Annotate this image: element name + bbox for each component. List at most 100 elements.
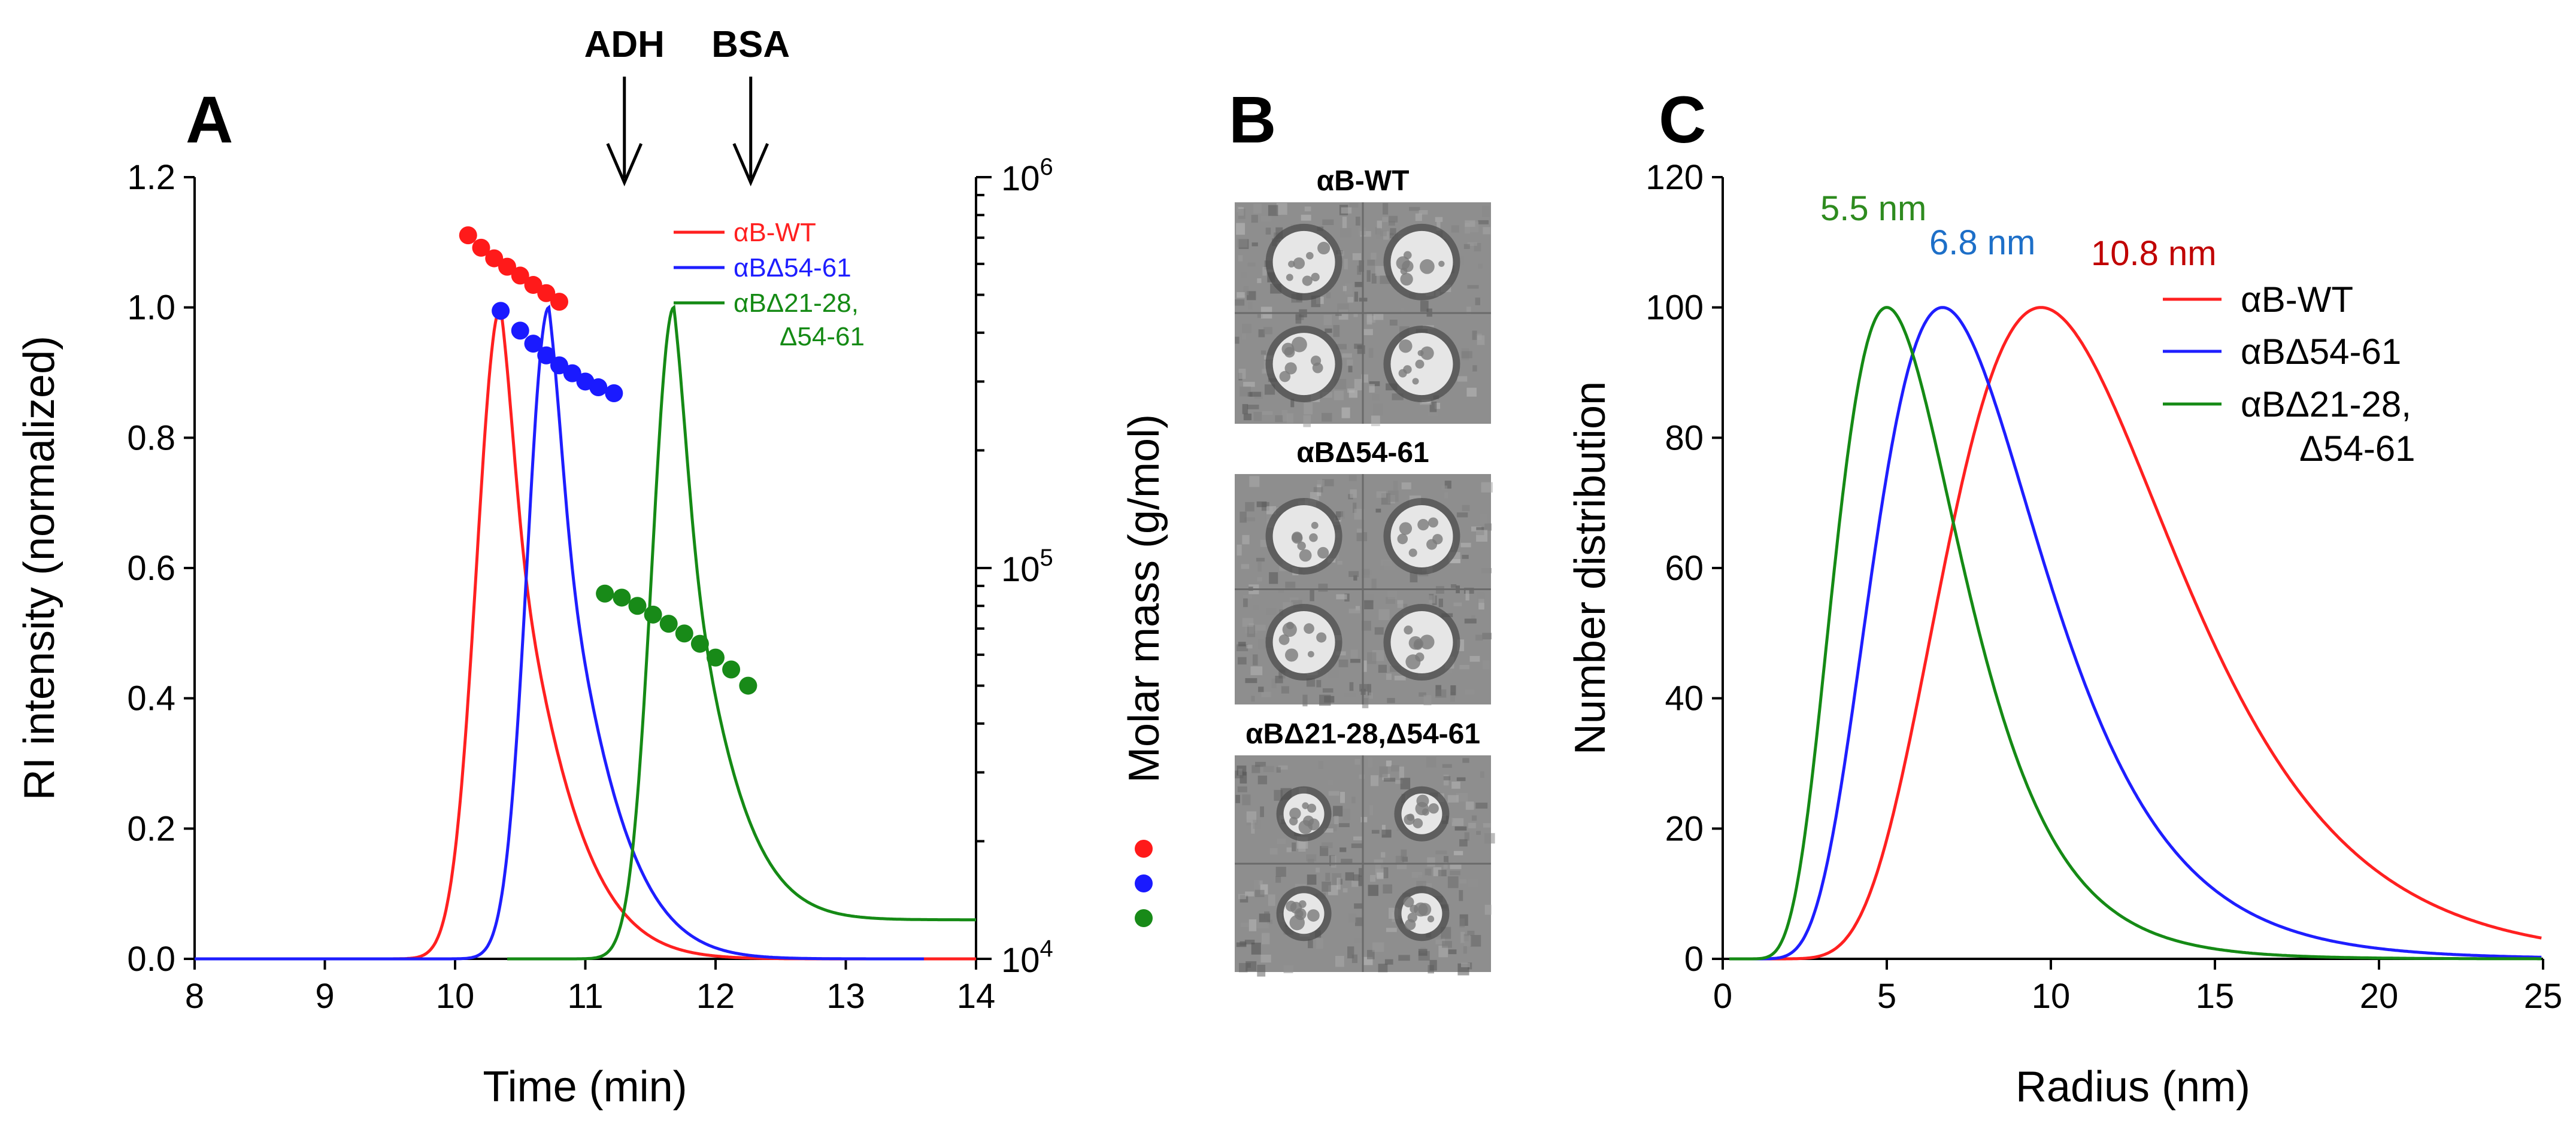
c-peak-label-d2128: 5.5 nm bbox=[1820, 189, 1926, 228]
a-molar-mass-point bbox=[739, 676, 757, 695]
c-y-axis-title: Number distribution bbox=[1566, 381, 1614, 755]
marker-arrow-head bbox=[606, 143, 643, 187]
panel-b-label: B bbox=[1229, 83, 1276, 157]
marker-label-bsa: BSA bbox=[711, 24, 790, 65]
marker-arrow-head bbox=[732, 143, 769, 187]
em-image-title-2: αBΔ21-28,Δ54-61 bbox=[1245, 718, 1480, 750]
em-image-1 bbox=[1235, 474, 1493, 709]
a-molar-mass-point bbox=[459, 226, 477, 245]
a-molar-mass-dot-key bbox=[1135, 840, 1153, 927]
a-y-axis-title: RI intensity (normalized) bbox=[16, 336, 63, 800]
a-y2-tick-label: 104 bbox=[1001, 936, 1053, 980]
c-legend-label-d2128-line1: αBΔ21-28, bbox=[2241, 384, 2411, 424]
a-legend-label-wt: αB-WT bbox=[734, 218, 816, 247]
c-x-tick-label: 20 bbox=[2360, 977, 2399, 1016]
a-x-tick-label: 8 bbox=[185, 977, 204, 1016]
panel-b-em-images: B αB-WT αBΔ54-61 αBΔ21-28,Δ54-61 bbox=[1229, 83, 1495, 977]
a-molar-mass-point bbox=[644, 605, 662, 624]
a-molar-mass-point bbox=[605, 384, 623, 403]
a-x-tick-label: 14 bbox=[957, 977, 996, 1016]
c-legend-label-d5461: αBΔ54-61 bbox=[2241, 332, 2401, 372]
a-molar-mass-point bbox=[596, 584, 614, 603]
a-x-tick-label: 13 bbox=[826, 977, 865, 1016]
a-molar-mass-point bbox=[675, 624, 693, 643]
a-y-tick-label: 1.2 bbox=[127, 158, 175, 197]
a-molar-mass-points bbox=[459, 226, 757, 695]
a-legend-label-d5461: αBΔ54-61 bbox=[734, 253, 851, 283]
a-legend-label-d2128-line1: αBΔ21-28, bbox=[734, 288, 859, 318]
a-molar-mass-point bbox=[485, 249, 504, 268]
a-molar-mass-point bbox=[537, 346, 556, 365]
a-molar-mass-point bbox=[472, 238, 490, 257]
a-dot-key-0 bbox=[1135, 840, 1153, 858]
c-ticks: 0 5 10 15 20 25 0 20 40 60 80 100 120 bbox=[1645, 158, 2562, 1016]
c-legend-label-d2128-line2: Δ54-61 bbox=[2299, 429, 2416, 469]
a-molar-mass-point bbox=[537, 284, 556, 302]
c-x-tick-label: 25 bbox=[2524, 977, 2563, 1016]
c-y-tick-label: 80 bbox=[1665, 418, 1704, 457]
c-y-tick-label: 120 bbox=[1645, 158, 1704, 197]
a-y-tick-label: 1.0 bbox=[127, 288, 175, 327]
a-x-tick-label: 12 bbox=[696, 977, 735, 1016]
c-x-tick-label: 10 bbox=[2032, 977, 2071, 1016]
em-image-title-0: αB-WT bbox=[1317, 165, 1410, 197]
a-x-axis-title: Time (min) bbox=[483, 1063, 687, 1111]
c-y-tick-label: 60 bbox=[1665, 549, 1704, 588]
em-image-2 bbox=[1235, 755, 1495, 977]
marker-label-adh: ADH bbox=[584, 24, 665, 65]
c-x-tick-label: 5 bbox=[1877, 977, 1896, 1016]
c-y-tick-label: 0 bbox=[1684, 940, 1704, 979]
a-ri-series-1 bbox=[195, 304, 924, 961]
c-distribution-series-1 bbox=[1729, 306, 2542, 961]
panel-c-chart: C 0 5 10 15 20 25 0 20 40 60 80 100 120 5.5 nm 6.8 n… bbox=[1566, 83, 2562, 1111]
a-molar-mass-point bbox=[628, 597, 647, 615]
c-legend-label-wt: αB-WT bbox=[2241, 280, 2353, 320]
a-y-tick-label: 0.6 bbox=[127, 549, 175, 588]
a-y-tick-label: 0.8 bbox=[127, 418, 175, 457]
a-x-tick-label: 10 bbox=[436, 977, 475, 1016]
c-y-tick-label: 100 bbox=[1645, 288, 1704, 327]
a-molar-mass-point bbox=[613, 588, 631, 607]
a-x-tick-label: 9 bbox=[315, 977, 334, 1016]
c-x-tick-label: 0 bbox=[1713, 977, 1732, 1016]
c-peak-label-wt: 10.8 nm bbox=[2091, 234, 2217, 273]
a-molar-mass-point bbox=[550, 356, 568, 375]
c-distribution-series-2 bbox=[1729, 306, 2542, 961]
em-image-0 bbox=[1235, 202, 1491, 427]
a-molar-mass-point bbox=[498, 257, 516, 276]
c-x-tick-label: 15 bbox=[2196, 977, 2235, 1016]
a-ri-curves bbox=[195, 304, 976, 961]
a-y-tick-label: 0.4 bbox=[127, 679, 175, 718]
a-molar-mass-point bbox=[690, 634, 709, 653]
a-molar-mass-point bbox=[524, 335, 543, 353]
c-y-tick-label: 20 bbox=[1665, 809, 1704, 848]
c-peak-label-d5461: 6.8 nm bbox=[1929, 223, 2035, 262]
a-molar-mass-point bbox=[589, 378, 608, 397]
a-x-tick-label: 11 bbox=[567, 977, 603, 1016]
elution-markers: ADH BSA bbox=[584, 24, 790, 187]
c-x-axis-title: Radius (nm) bbox=[2016, 1063, 2250, 1111]
a-y2-tick-label: 105 bbox=[1001, 545, 1053, 589]
a-y2-tick-label: 106 bbox=[1001, 154, 1053, 198]
panel-a-chart: A ADH BSA 8 9 10 11 12 13 14 0.0 0.2 0.4 0.6 0.8 1.0 1… bbox=[16, 24, 1168, 1111]
a-dot-key-1 bbox=[1135, 874, 1153, 892]
a-molar-mass-point bbox=[511, 266, 529, 285]
a-molar-mass-point bbox=[550, 293, 568, 311]
a-legend: αB-WT αBΔ54-61 αBΔ21-28, Δ54-61 bbox=[674, 218, 865, 351]
a-molar-mass-point bbox=[563, 364, 581, 382]
panel-a-label: A bbox=[186, 83, 233, 157]
em-image-title-1: αBΔ54-61 bbox=[1296, 437, 1429, 469]
a-ri-series-2 bbox=[507, 304, 976, 961]
c-y-tick-label: 40 bbox=[1665, 679, 1704, 718]
panel-c-label: C bbox=[1659, 83, 1706, 157]
c-legend: αB-WT αBΔ54-61 αBΔ21-28, Δ54-61 bbox=[2163, 280, 2416, 469]
a-molar-mass-point bbox=[722, 660, 741, 679]
a-molar-mass-point bbox=[492, 302, 510, 320]
a-dot-key-2 bbox=[1135, 909, 1153, 927]
a-ri-series-0 bbox=[195, 305, 976, 961]
a-molar-mass-point bbox=[707, 648, 725, 667]
a-molar-mass-point bbox=[511, 321, 529, 340]
a-y-tick-label: 0.0 bbox=[127, 940, 175, 979]
a-y2-axis-title: Molar mass (g/mol) bbox=[1120, 414, 1168, 783]
